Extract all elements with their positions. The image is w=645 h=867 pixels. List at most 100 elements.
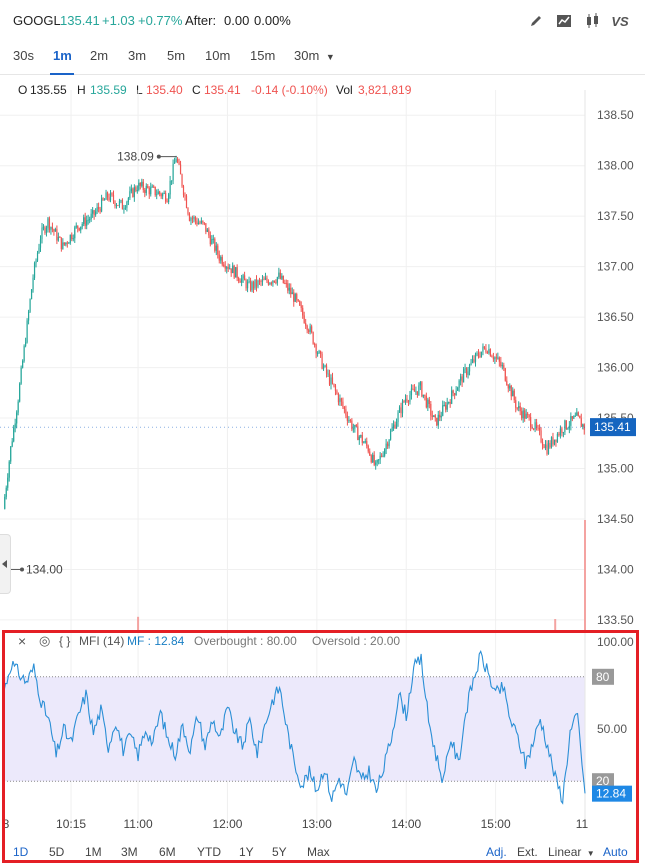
y-tick-label: 135.00 (597, 462, 634, 476)
y-tick-label: 133.50 (597, 613, 634, 627)
candle-body (299, 300, 301, 306)
x-tick-label: 14:00 (391, 817, 421, 831)
range-1m[interactable]: 1M (85, 845, 102, 859)
candle-body (218, 254, 220, 261)
candle-body (415, 391, 417, 393)
pencil-icon[interactable] (525, 11, 547, 31)
tab-30s[interactable]: 30s (13, 48, 34, 63)
candle-body (57, 236, 59, 241)
candle-body (270, 282, 273, 284)
candle-body (571, 416, 573, 419)
candle-body (203, 222, 205, 224)
candle-body (388, 439, 390, 447)
candle-body (501, 365, 503, 367)
candle-body (357, 426, 359, 441)
candle-body (343, 406, 346, 410)
tab-2m[interactable]: 2m (90, 48, 109, 63)
candle-body (337, 393, 340, 403)
candle-body (246, 282, 249, 289)
range-3m[interactable]: 3M (121, 845, 138, 859)
range-1d[interactable]: 1D (13, 845, 29, 859)
candle-body (349, 420, 351, 422)
candle-body (106, 192, 109, 198)
close-value: 135.41 (204, 83, 241, 97)
auto-scale-toggle[interactable]: Auto (603, 845, 628, 859)
candle-body (200, 220, 202, 224)
candle-body (574, 415, 576, 417)
candle-body (99, 208, 101, 212)
compare-vs-icon[interactable]: VS (611, 13, 629, 29)
x-edge-label-left: 8 (3, 817, 10, 831)
range-1y[interactable]: 1Y (239, 845, 254, 859)
candle-body (111, 193, 113, 196)
candle-body (568, 425, 570, 429)
last-price-badge-text: 135.41 (594, 420, 631, 434)
candle-body (196, 220, 198, 225)
candle-body (162, 193, 164, 197)
candle-body (117, 205, 119, 207)
candle-body (258, 280, 261, 282)
candle-body (474, 353, 477, 362)
candle-body (241, 278, 243, 283)
close-icon[interactable]: × (18, 633, 27, 649)
candle-body (558, 433, 560, 436)
candle-body (20, 367, 22, 384)
price-chart[interactable]: 138.50 138.00 137.50 137.00 136.50 136.00 135.… (0, 90, 645, 630)
candle-body (77, 225, 79, 228)
candle-body (421, 382, 423, 397)
candle-body (394, 424, 396, 429)
candle-body (524, 410, 526, 419)
adjusted-toggle[interactable]: Adj. (486, 845, 507, 859)
candle-body (305, 323, 307, 326)
range-5d[interactable]: 5D (49, 845, 65, 859)
candle-body (407, 401, 410, 403)
candle-body (561, 428, 563, 433)
range-ytd[interactable]: YTD (197, 845, 221, 859)
mfi-overbought: Overbought : 80.00 (194, 634, 297, 648)
candle-body (303, 315, 305, 324)
candle-body (449, 402, 451, 404)
range-6m[interactable]: 6M (159, 845, 176, 859)
candle-body (133, 187, 135, 197)
candle-body (191, 218, 194, 220)
candle-body (173, 162, 176, 164)
candles-icon[interactable] (581, 11, 603, 31)
candle-body (287, 283, 289, 291)
candle-body (348, 420, 350, 422)
candle-body (503, 365, 505, 369)
candle-body (264, 277, 267, 280)
chart-trend-icon[interactable] (553, 11, 575, 31)
tab-3m[interactable]: 3m (128, 48, 147, 63)
candle-body (451, 390, 453, 404)
candle-body (312, 332, 314, 344)
candle-body (66, 242, 68, 244)
eye-icon[interactable]: ◎ (39, 633, 51, 648)
candle-body (168, 194, 170, 202)
scale-select[interactable]: Linear ▼ (548, 845, 595, 859)
candle-body (120, 200, 122, 202)
range-max[interactable]: Max (307, 845, 330, 859)
candle-body (406, 398, 408, 402)
range-5y[interactable]: 5Y (272, 845, 287, 859)
candle-body (193, 217, 195, 219)
braces-icon[interactable]: { } (59, 634, 71, 648)
candle-body (486, 352, 489, 354)
y-tick-label: 137.50 (597, 209, 634, 223)
candle-body (53, 229, 55, 232)
extended-hours-toggle[interactable]: Ext. (517, 845, 538, 859)
candle-body (375, 462, 377, 465)
candle-body (550, 437, 553, 448)
candle-body (448, 402, 450, 404)
candle-body (89, 219, 91, 221)
tab-5m[interactable]: 5m (167, 48, 186, 63)
candle-body (243, 275, 246, 281)
candle-body (248, 281, 250, 283)
tab-10m[interactable]: 10m (205, 48, 231, 63)
tab-1m[interactable]: 1m (53, 48, 72, 63)
candle-body (72, 238, 74, 240)
tab-15m[interactable]: 15m (250, 48, 276, 63)
open-label: O (18, 83, 28, 97)
tab-30m[interactable]: 30m ▼ (294, 48, 335, 63)
side-panel-toggle[interactable] (0, 534, 11, 594)
